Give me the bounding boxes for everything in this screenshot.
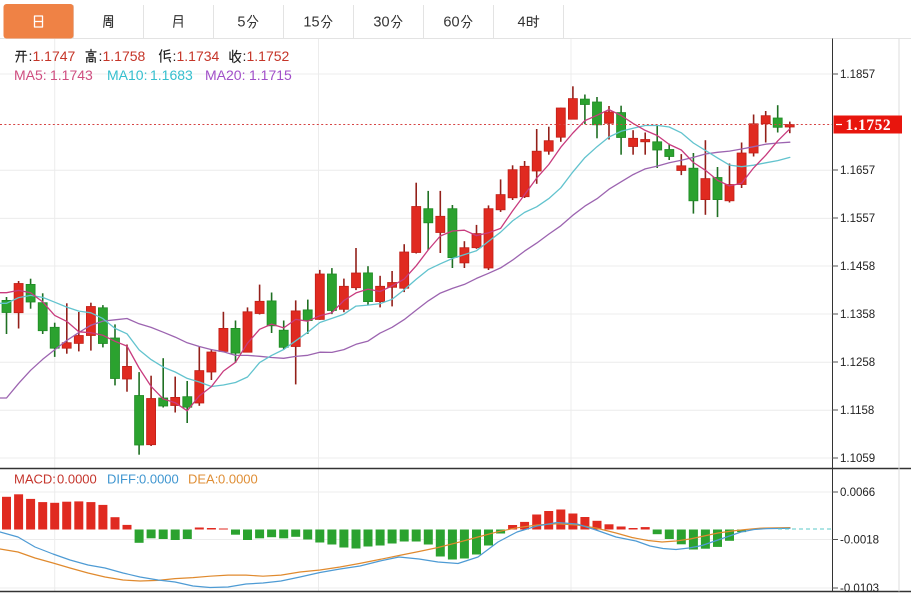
svg-text:4: 4 [518,15,526,31]
svg-text:1.1258: 1.1258 [840,357,875,369]
svg-text:1.1683: 1.1683 [150,67,193,83]
svg-text:1.1657: 1.1657 [840,165,875,177]
svg-text:MA5:: MA5: [14,67,47,83]
svg-text:0.0000: 0.0000 [218,472,258,487]
svg-text:1.1752: 1.1752 [247,48,290,64]
svg-text:DIFF:: DIFF: [107,472,140,487]
svg-text:30: 30 [373,15,389,31]
svg-text:1.1059: 1.1059 [840,453,875,465]
svg-text:-0.0018: -0.0018 [840,535,879,547]
svg-text:1.1358: 1.1358 [840,309,875,321]
svg-text::: : [243,48,247,64]
svg-text:1.1758: 1.1758 [103,48,146,64]
svg-text:DEA:: DEA: [188,472,218,487]
svg-text:1.1743: 1.1743 [50,67,93,83]
svg-text:15: 15 [303,15,319,31]
svg-text:1.1857: 1.1857 [840,69,875,81]
svg-text:5: 5 [237,15,245,31]
svg-text::: : [99,48,103,64]
svg-text:1.1557: 1.1557 [840,213,875,225]
svg-text::: : [29,48,33,64]
svg-text:1.1752: 1.1752 [846,117,892,134]
svg-text:-0.0103: -0.0103 [840,583,879,595]
svg-text:MACD:: MACD: [14,472,56,487]
svg-text:MA20:: MA20: [205,67,245,83]
svg-text:MA10:: MA10: [107,67,147,83]
svg-text:1.1158: 1.1158 [840,405,874,417]
svg-text:1.1747: 1.1747 [33,48,76,64]
svg-text:60: 60 [443,15,459,31]
svg-text:1.1458: 1.1458 [840,261,875,273]
svg-text:1.1734: 1.1734 [177,48,220,64]
svg-text::: : [173,48,177,64]
svg-text:1.1715: 1.1715 [249,67,292,83]
svg-text:0.0000: 0.0000 [57,472,97,487]
svg-text:0.0066: 0.0066 [840,487,875,499]
svg-text:0.0000: 0.0000 [139,472,179,487]
